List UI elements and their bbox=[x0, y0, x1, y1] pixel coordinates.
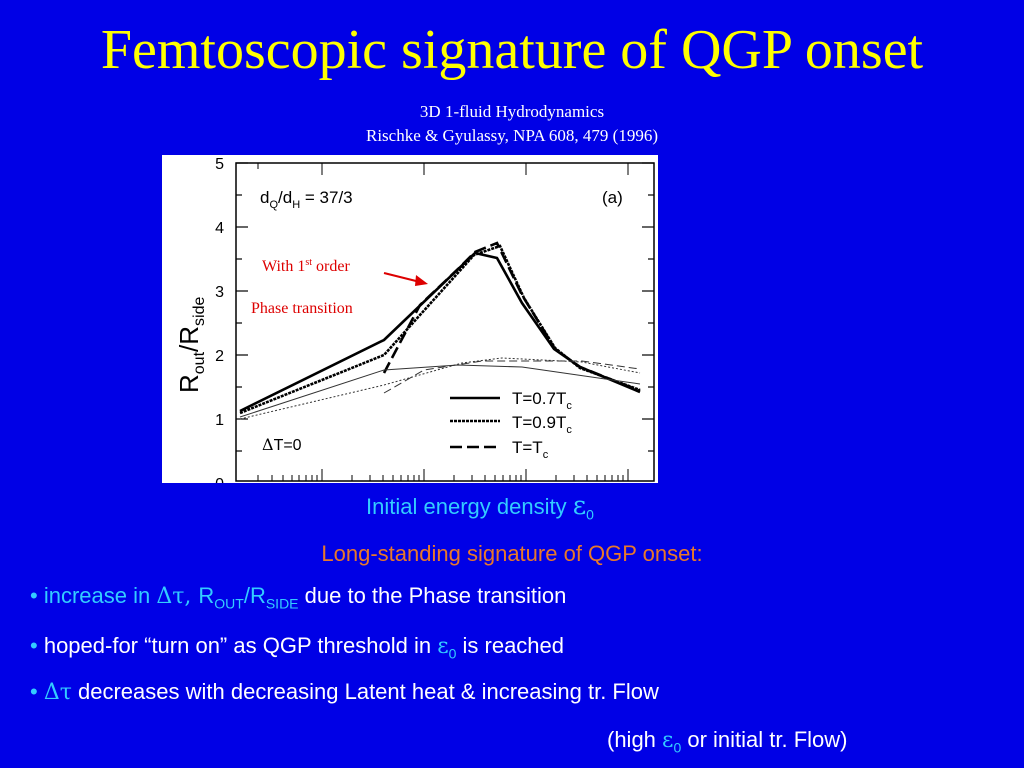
y-ticks bbox=[236, 162, 654, 452]
curve-dt0-tc bbox=[383, 360, 641, 394]
ytick-5: 5 bbox=[215, 156, 224, 173]
long-standing-heading: Long-standing signature of QGP onset: bbox=[321, 541, 703, 566]
curve-tc-dashed bbox=[382, 241, 641, 393]
x-ticks bbox=[257, 163, 629, 481]
annotation-arrowhead-icon bbox=[415, 275, 428, 286]
hbt-ratio-plot: 5 4 3 2 1 0 Rout/Rside dQ/dH = 37/3 (a) … bbox=[174, 156, 655, 483]
y-axis-label: Rout/Rside bbox=[174, 297, 208, 393]
bullet-turn-on: • hoped-for “turn on” as QGP threshold i… bbox=[30, 633, 565, 662]
y-tick-labels: 5 4 3 2 1 0 bbox=[215, 156, 224, 483]
figure-panel: 5 4 3 2 1 0 Rout/Rside dQ/dH = 37/3 (a) … bbox=[162, 155, 658, 483]
curve-dt0-t09 bbox=[239, 357, 641, 420]
annotation-first-order: With 1st order bbox=[262, 257, 350, 275]
dt0-label: ΔT=0 bbox=[262, 435, 302, 454]
subtitle-model: 3D 1-fluid Hydrodynamics bbox=[419, 102, 605, 121]
curve-t07-solid bbox=[239, 251, 641, 413]
panel-label: (a) bbox=[602, 188, 623, 207]
annotation-phase-transition: Phase transition bbox=[251, 300, 353, 317]
ratio-annotation: dQ/dH = 37/3 bbox=[260, 188, 353, 211]
legend: T=0.7Tc T=0.9Tc T=Tc bbox=[450, 389, 572, 461]
legend-label-t07: T=0.7Tc bbox=[512, 389, 572, 412]
legend-label-t09: T=0.9Tc bbox=[512, 413, 572, 436]
curve-dt0-t07 bbox=[239, 364, 641, 418]
curves bbox=[239, 241, 641, 420]
ytick-0: 0 bbox=[215, 476, 224, 483]
bullet-decreases: • Δτ decreases with decreasing Latent he… bbox=[30, 679, 659, 705]
slide-title: Femtoscopic signature of QGP onset bbox=[100, 19, 924, 81]
ytick-4: 4 bbox=[215, 220, 224, 237]
x-axis-label: Initial energy density ε0 bbox=[366, 491, 594, 523]
ytick-1: 1 bbox=[215, 412, 224, 429]
bullet-continuation: (high ε0 or initial tr. Flow) bbox=[607, 727, 848, 756]
plot-frame bbox=[235, 162, 655, 482]
subtitle-reference: Rischke & Gyulassy, NPA 608, 479 (1996) bbox=[366, 126, 658, 145]
ytick-3: 3 bbox=[215, 284, 224, 301]
bullet-increase: • increase in Δτ, ROUT/RSIDE due to the … bbox=[30, 583, 567, 612]
ytick-2: 2 bbox=[215, 348, 224, 365]
legend-label-tc: T=Tc bbox=[512, 438, 549, 461]
